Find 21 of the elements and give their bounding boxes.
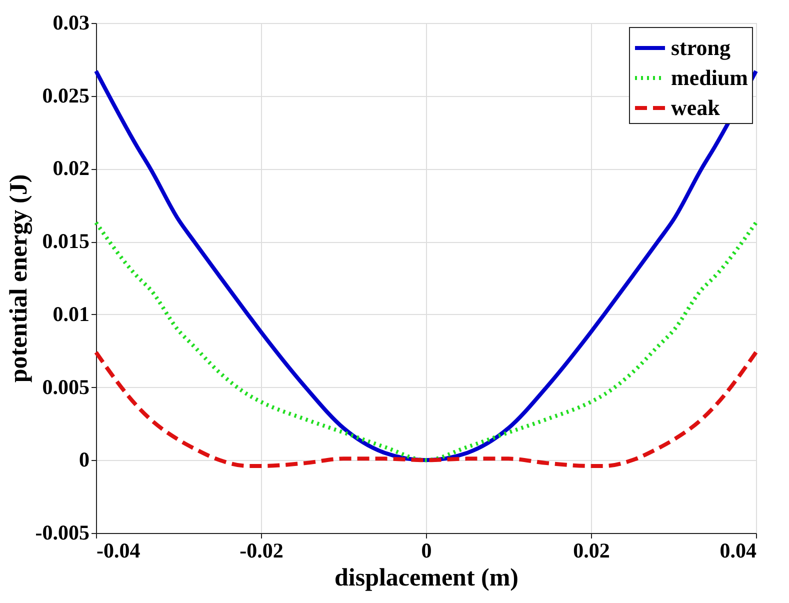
legend-label: strong <box>671 35 730 60</box>
y-tick-label: 0.025 <box>42 83 90 108</box>
y-axis-title: potential energy (J) <box>5 174 32 383</box>
y-tick-label: 0.005 <box>42 374 90 399</box>
line-series <box>94 350 758 468</box>
line-series <box>94 220 758 462</box>
y-tick-label: 0.02 <box>52 156 90 180</box>
legend-label: medium <box>671 65 748 90</box>
y-tick-label: -0.005 <box>35 520 90 544</box>
y-tick-label: 0.01 <box>52 302 90 326</box>
x-tick-label: -0.04 <box>96 538 141 562</box>
y-tick-label: 0.015 <box>42 229 90 254</box>
legend-label: weak <box>671 95 721 120</box>
x-tick-label: 0 <box>421 538 432 562</box>
x-tick-label: -0.02 <box>240 538 284 562</box>
x-tick-label: 0.02 <box>573 538 610 562</box>
line-series <box>94 69 758 462</box>
y-tick-label: 0 <box>79 448 90 472</box>
x-axis-title: displacement (m) <box>334 564 518 592</box>
x-tick-label: 0.04 <box>720 538 757 562</box>
y-tick-label: 0.03 <box>52 10 90 34</box>
